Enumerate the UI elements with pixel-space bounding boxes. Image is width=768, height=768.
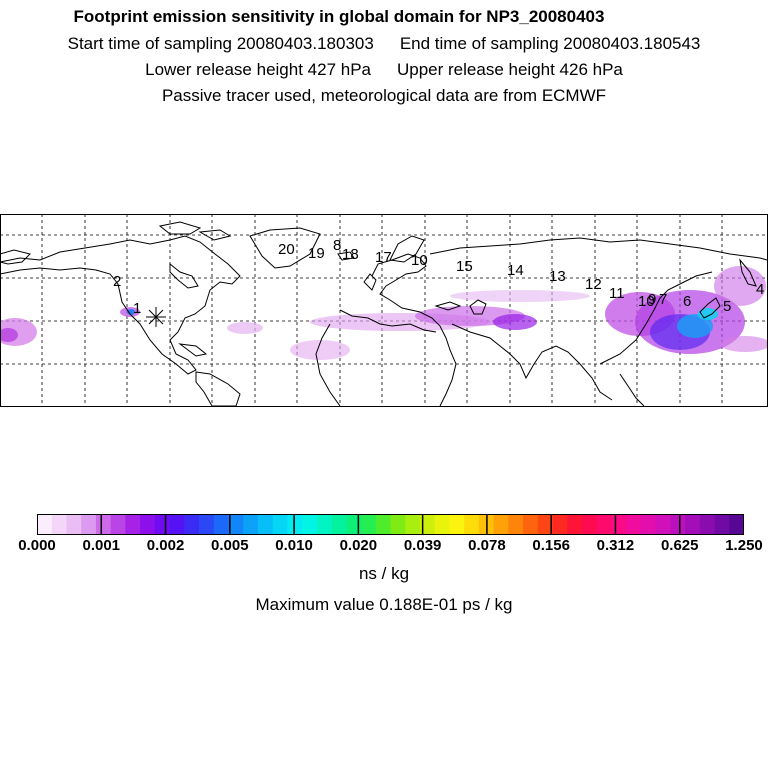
- colorbar-cell: [699, 514, 716, 535]
- sampling-times: Start time of sampling 20080403.180303 En…: [0, 34, 768, 54]
- colorbar-cell: [287, 514, 303, 535]
- track-label: 15: [456, 258, 473, 275]
- colorbar-tick-label: 0.005: [211, 537, 249, 554]
- colorbar-cell: [493, 514, 509, 535]
- colorbar-cell: [611, 514, 627, 535]
- tracer-note: Passive tracer used, meteorological data…: [161, 86, 607, 105]
- track-label: 17: [375, 249, 392, 266]
- colorbar-cell: [581, 514, 598, 535]
- track-label: 14: [507, 262, 524, 279]
- colorbar-cell: [125, 514, 141, 535]
- colorbar-cell: [596, 514, 613, 535]
- colorbar-cell: [537, 514, 554, 535]
- colorbar-cell: [346, 514, 362, 535]
- release-star-icon: [146, 307, 166, 327]
- track-label: 4: [756, 281, 764, 298]
- lower-height-label: Lower release height 427 hPa: [145, 60, 371, 79]
- colorbar-cell: [729, 514, 744, 535]
- colorbar-cell: [272, 514, 288, 535]
- colorbar-cell: [95, 514, 112, 535]
- track-label: 9: [648, 291, 656, 308]
- colorbar-cell: [243, 514, 259, 535]
- colorbar-tick-label: 0.312: [596, 537, 635, 554]
- track-label: 13: [549, 268, 566, 285]
- colorbar-cell: [81, 514, 97, 535]
- colorbar-cell: [640, 514, 657, 535]
- colorbar-cell: [390, 514, 406, 535]
- coastlines: [0, 221, 767, 406]
- colorbar-cell: [626, 514, 642, 535]
- colorbar-cell: [405, 514, 421, 535]
- track-label: 18: [342, 246, 359, 263]
- track-label: 10: [638, 293, 655, 310]
- colorbar-cell: [552, 514, 568, 535]
- colorbar-cell: [331, 514, 347, 535]
- colorbar-tick-label: 0.001: [82, 537, 121, 554]
- track-label: 6: [683, 293, 691, 310]
- colorbar-cell: [464, 514, 480, 535]
- track-label: 1: [133, 300, 141, 317]
- colorbar-cell: [228, 514, 244, 535]
- colorbar-cell: [302, 514, 318, 535]
- colorbar-tick-label: 0.002: [146, 537, 185, 554]
- colorbar-cell: [184, 514, 200, 535]
- colorbar-cell: [419, 514, 436, 535]
- plot-title: Footprint emission sensitivity in global…: [73, 7, 605, 26]
- colorbar-cell: [508, 514, 524, 535]
- colorbar-cell: [670, 514, 686, 535]
- colorbar-cell: [51, 514, 68, 535]
- colorbar-tick-label: 0.000: [18, 537, 56, 554]
- colorbar-cell: [655, 514, 671, 535]
- maximum-value-text: Maximum value 0.188E-01 ps / kg: [255, 595, 513, 614]
- colorbar-cell: [199, 514, 215, 535]
- colorbar-tick-label: 0.078: [468, 537, 506, 554]
- map-svg: 20 19 8 18 17 10 15 14 13 12 2 1 11 10 9…: [0, 214, 767, 406]
- colorbar-cell: [316, 514, 333, 535]
- colorbar-cells: [37, 514, 744, 535]
- colorbar-cell: [449, 514, 465, 535]
- colorbar-cell: [37, 514, 53, 535]
- track-label: 8: [333, 237, 341, 254]
- colorbar-cell: [523, 514, 539, 535]
- colorbar-tick-label: 0.156: [532, 537, 570, 554]
- colorbar-tick-label: 1.250: [725, 537, 763, 554]
- track-label: 12: [585, 276, 602, 293]
- colorbar-cell: [110, 514, 126, 535]
- colorbar-cell: [685, 514, 701, 535]
- footprint-map: 20 19 8 18 17 10 15 14 13 12 2 1 11 10 9…: [0, 214, 767, 406]
- track-label: 7: [659, 291, 667, 308]
- colorbar-cell: [361, 514, 377, 535]
- colorbar-cell: [66, 514, 82, 535]
- track-label: 5: [723, 298, 731, 315]
- colorbar-cell: [140, 514, 156, 535]
- colorbar-cell: [434, 514, 451, 535]
- colorbar-cell: [169, 514, 185, 535]
- start-time-label: Start time of sampling 20080403.180303: [67, 34, 374, 53]
- track-label: 19: [308, 245, 325, 262]
- colorbar-unit: ns / kg: [358, 564, 410, 583]
- track-label: 11: [609, 285, 625, 302]
- colorbar-cell: [375, 514, 392, 535]
- colorbar-tick-label: 0.010: [275, 537, 313, 554]
- colorbar-cell: [567, 514, 583, 535]
- colorbar: [37, 514, 744, 535]
- colorbar-tick-label: 0.039: [403, 537, 442, 554]
- colorbar-major-dividers: [100, 514, 681, 535]
- colorbar-cell: [154, 514, 171, 535]
- track-label: 2: [113, 273, 121, 290]
- colorbar-tick-label: 0.625: [660, 537, 699, 554]
- release-heights: Lower release height 427 hPa Upper releas…: [0, 60, 768, 80]
- colorbar-tick-label: 0.020: [339, 537, 378, 554]
- track-label: 20: [278, 241, 295, 258]
- end-time-label: End time of sampling 20080403.180543: [399, 34, 701, 53]
- colorbar-cell: [257, 514, 274, 535]
- upper-height-label: Upper release height 426 hPa: [397, 60, 623, 79]
- colorbar-cell: [714, 514, 730, 535]
- colorbar-cell: [213, 514, 230, 535]
- track-label: 10: [411, 252, 428, 269]
